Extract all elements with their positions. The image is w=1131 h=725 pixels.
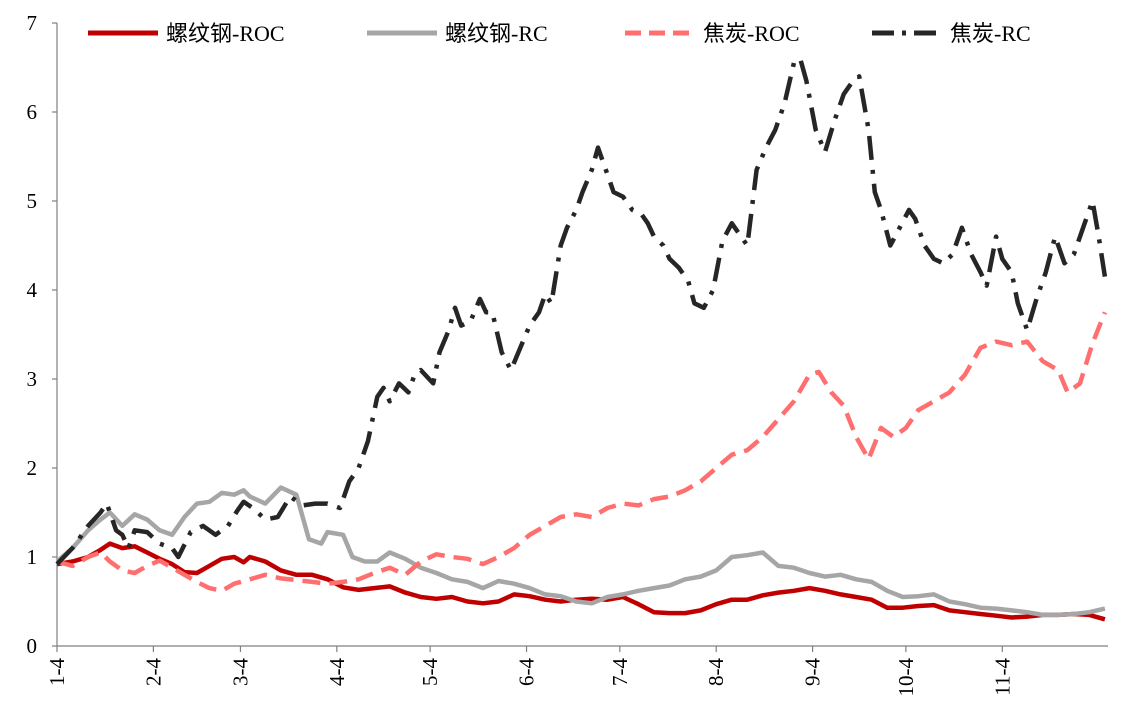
series-line-2 (55, 485, 1106, 618)
x-tick-label: 7-4 (608, 658, 632, 686)
legend-label: 螺纹钢-RC (445, 21, 548, 46)
legend-label: 焦炭-RC (950, 21, 1031, 46)
y-tick-label: 4 (27, 278, 38, 302)
series-lines (55, 56, 1108, 622)
y-tick-label: 3 (27, 367, 38, 391)
x-tick-label: 5-4 (418, 658, 442, 686)
x-tick-label: 4-4 (325, 658, 349, 686)
legend-label: 螺纹钢-ROC (166, 21, 285, 46)
y-tick-label: 5 (27, 189, 38, 213)
x-tick-label: 9-4 (801, 658, 825, 686)
x-tick-label: 2-4 (141, 658, 165, 686)
x-tick-label: 8-4 (704, 658, 728, 686)
legend: 螺纹钢-ROC 螺纹钢-RC 焦炭-ROC 焦炭-RC (88, 21, 1031, 46)
x-tick-label: 10-4 (894, 658, 918, 697)
x-tick-label: 1-4 (45, 658, 69, 686)
x-tick-label: 3-4 (228, 658, 252, 686)
y-tick-label: 0 (27, 634, 38, 658)
series-line-1 (56, 541, 1106, 622)
y-tick-label: 1 (27, 545, 38, 569)
legend-label: 焦炭-ROC (703, 21, 800, 46)
y-tick-label: 7 (27, 11, 38, 35)
series-line-4 (55, 56, 1108, 566)
y-tick-label: 2 (27, 456, 38, 480)
series-line-3 (56, 311, 1107, 594)
axes: 0 1 2 3 4 5 6 7 1-4 2-4 3-4 4-4 5-4 6-4 7-4 8-4 9-4 10-4 1… (27, 11, 1108, 697)
x-tick-label: 6-4 (515, 658, 539, 686)
x-tick-label: 11-4 (990, 658, 1014, 696)
y-tick-label: 6 (27, 100, 38, 124)
